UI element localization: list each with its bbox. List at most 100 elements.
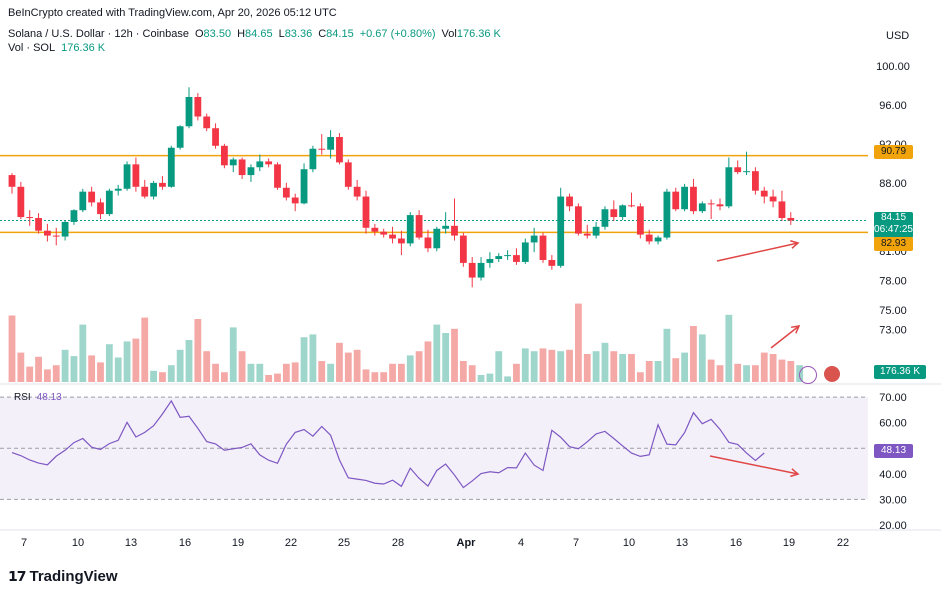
candle-body [274, 164, 281, 188]
candle-body [601, 209, 609, 227]
rsi-axis-label: 60.00 [879, 418, 907, 430]
volume-bar [44, 369, 51, 382]
symbol-title[interactable]: Solana / U.S. Dollar · 12h · Coinbase [8, 28, 189, 40]
volume-bar [566, 349, 573, 382]
volume-indicator-title[interactable]: Vol · SOL [8, 42, 56, 54]
candle-body [619, 205, 627, 218]
volume-bar [406, 355, 414, 382]
candle-body [698, 203, 706, 212]
volume-bar [300, 337, 308, 382]
candle-body [26, 217, 34, 219]
candle-body [521, 242, 529, 262]
volume-indicator-legend[interactable]: Vol · SOL 176.36 K [8, 42, 105, 54]
candle-body [176, 126, 184, 148]
candle-body [282, 187, 290, 198]
volume-bar [619, 354, 627, 382]
candle-body [566, 196, 573, 207]
volume-bar [769, 354, 777, 382]
time-axis-label: 10 [72, 537, 84, 549]
candle-body [548, 259, 556, 266]
time-axis-label: 28 [392, 537, 404, 549]
candle-body [44, 230, 51, 236]
price-axis-label: 78.00 [879, 275, 907, 287]
rsi-legend[interactable]: RSI 48.13 [14, 392, 62, 403]
volume-bar [442, 333, 450, 382]
volume-bar [707, 359, 715, 382]
candle-body [247, 167, 255, 176]
candle-body [159, 182, 166, 187]
volume-bar [79, 324, 87, 382]
volume-bar [17, 352, 25, 382]
rsi-axis-label: 20.00 [879, 520, 907, 532]
volume-bar [256, 363, 264, 382]
candle-body [327, 137, 334, 150]
lightning-icon[interactable] [799, 366, 817, 384]
volume-bar [610, 351, 618, 382]
volume-bar [8, 315, 16, 382]
volume-bar [424, 341, 432, 382]
volume-bar [698, 334, 706, 382]
candle-body [105, 190, 113, 215]
candle-body [265, 161, 273, 165]
volume-bar [318, 361, 326, 382]
time-axis-label: 4 [518, 537, 524, 549]
volume-bar [141, 317, 149, 382]
volume-bar [159, 372, 166, 382]
volume-bar [35, 356, 42, 382]
candle-body [123, 164, 131, 189]
volume-bar [451, 328, 458, 382]
candle-body [769, 196, 777, 202]
candle-body [336, 137, 343, 163]
candle-body [663, 191, 671, 238]
symbol-legend[interactable]: Solana / U.S. Dollar · 12h · Coinbase O8… [8, 28, 501, 40]
volume-bar [548, 349, 556, 382]
candle-body [575, 206, 582, 234]
candle-body [477, 262, 485, 278]
volume-bar [583, 354, 591, 382]
volume-bar [530, 351, 538, 382]
volume-bar [336, 342, 343, 382]
candle-body [468, 262, 476, 278]
candle-body [362, 196, 370, 228]
candle-body [451, 225, 458, 236]
candle-body [716, 204, 724, 207]
last-price-tag: 84.15 06:47:25 [874, 212, 913, 238]
candle-body [256, 161, 264, 168]
price-axis-label: 96.00 [879, 100, 907, 112]
tradingview-logo[interactable]: 𝟭𝟳 TradingView [8, 568, 118, 585]
candle-body [221, 145, 228, 166]
candle-body [238, 159, 246, 176]
support-price-tag: 82.93 [874, 237, 913, 251]
currency-label[interactable]: USD [886, 30, 910, 42]
rsi-title[interactable]: RSI [14, 392, 31, 403]
candle-body [433, 228, 441, 249]
candle-body [371, 227, 379, 232]
time-axis-label: 22 [285, 537, 297, 549]
volume-bar [353, 349, 361, 382]
rsi-legend-value: 48.13 [36, 392, 62, 403]
candle-body [645, 234, 653, 242]
ohlc-low: L83.36 [278, 28, 313, 40]
candle-body [583, 233, 591, 236]
candle-body [291, 197, 299, 204]
time-axis-label: 10 [623, 537, 635, 549]
candle-body [743, 171, 750, 173]
candle-body [760, 190, 768, 197]
candle-body [486, 259, 494, 263]
time-axis-label: 7 [573, 537, 579, 549]
volume-bar [221, 372, 228, 382]
volume-value-tag: 176.36 K [874, 365, 926, 379]
time-axis-label: Apr [457, 537, 477, 549]
time-axis-label: 22 [837, 537, 849, 549]
us-flag-icon[interactable] [824, 366, 840, 382]
candle-body [539, 235, 547, 260]
time-axis-label: 16 [730, 537, 742, 549]
candle-body [17, 186, 25, 218]
volume-bar [26, 366, 34, 382]
candle-body [592, 226, 600, 236]
volume-bar [265, 375, 273, 382]
candle-body [442, 225, 450, 229]
volume-bar [787, 361, 795, 382]
candle-body [725, 167, 733, 207]
